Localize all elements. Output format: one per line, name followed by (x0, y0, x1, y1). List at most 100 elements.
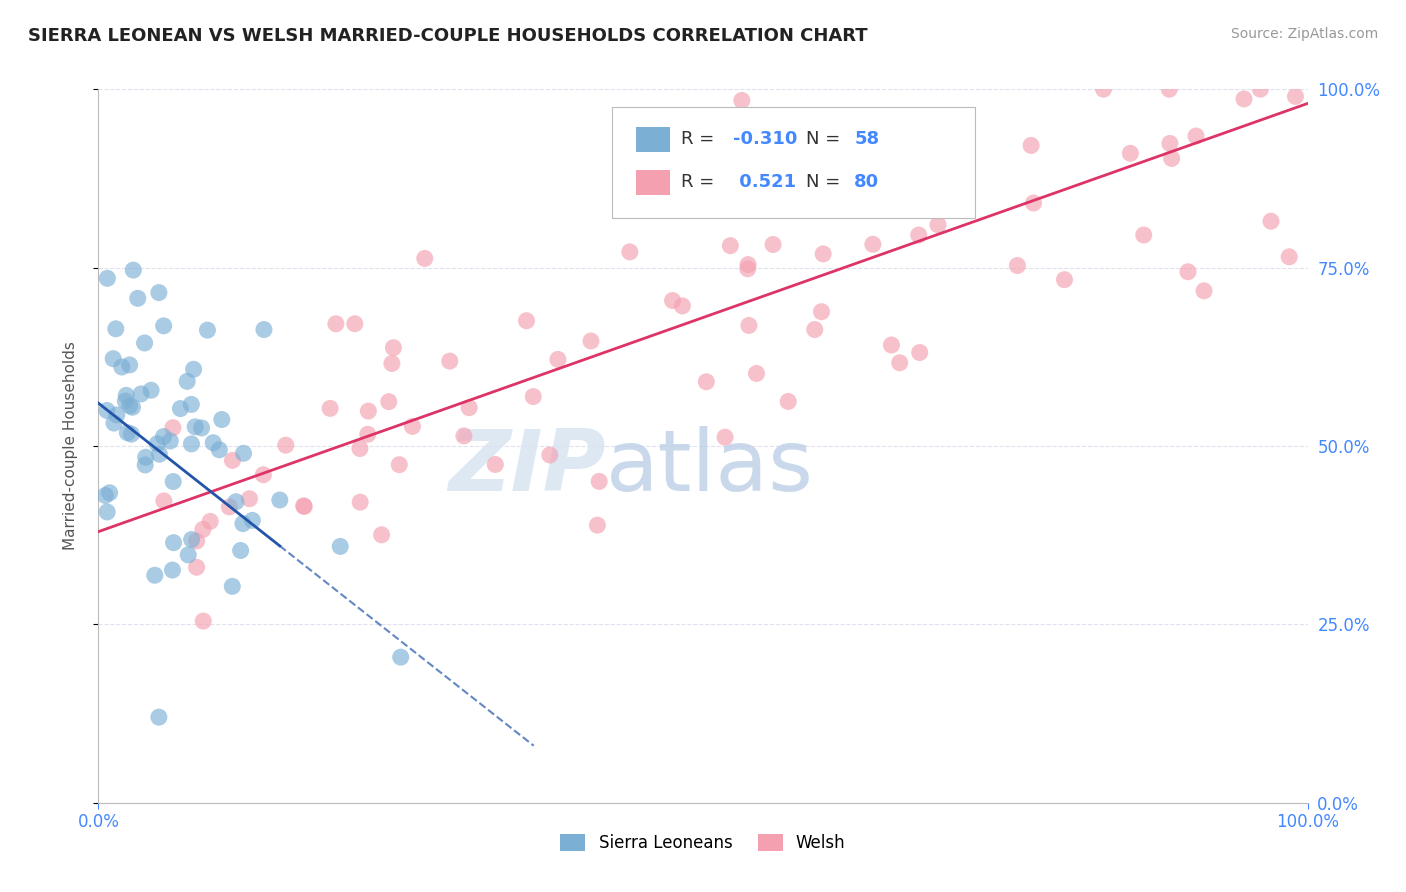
Point (349, 442, 371, 456)
Text: -0.310: -0.310 (734, 130, 797, 148)
Point (152, 429, 174, 443)
Point (98, 485, 121, 500)
Point (1278, 250, 1301, 264)
Point (538, 448, 561, 462)
Point (101, 351, 124, 366)
Text: N =: N = (806, 173, 846, 191)
Point (96, 403, 118, 417)
Point (1233, 92, 1256, 106)
Point (240, 513, 263, 527)
Point (619, 244, 641, 259)
Point (413, 252, 436, 266)
Text: 0.521: 0.521 (734, 173, 796, 191)
Point (401, 419, 423, 434)
Point (202, 435, 225, 450)
Point (1053, 273, 1076, 287)
Point (458, 401, 481, 415)
Point (104, 322, 127, 336)
Point (1132, 227, 1154, 242)
Point (1284, 89, 1306, 103)
Text: SIERRA LEONEAN VS WELSH MARRIED-COUPLE HOUSEHOLDS CORRELATION CHART: SIERRA LEONEAN VS WELSH MARRIED-COUPLE H… (28, 27, 868, 45)
Point (319, 401, 342, 416)
Point (162, 421, 184, 435)
FancyBboxPatch shape (637, 127, 671, 152)
Point (671, 299, 693, 313)
Text: 58: 58 (855, 130, 879, 148)
Point (714, 430, 737, 444)
Point (522, 390, 544, 404)
Point (731, 94, 754, 108)
Text: 80: 80 (855, 173, 879, 191)
Point (378, 394, 401, 409)
Point (96, 505, 118, 519)
Point (515, 314, 537, 328)
Point (221, 579, 243, 593)
Point (190, 421, 212, 435)
Point (162, 563, 184, 577)
Point (200, 515, 222, 529)
Point (1019, 138, 1042, 153)
Point (349, 495, 371, 509)
Point (856, 150, 879, 164)
Point (162, 535, 184, 549)
Point (148, 710, 170, 724)
Point (1092, 82, 1115, 96)
Point (229, 543, 252, 558)
Point (1249, 82, 1271, 96)
Point (153, 494, 176, 508)
Text: Source: ZipAtlas.com: Source: ZipAtlas.com (1230, 27, 1378, 41)
Point (114, 394, 136, 409)
Point (357, 427, 380, 442)
Point (1119, 146, 1142, 161)
Point (269, 493, 291, 508)
Point (118, 358, 141, 372)
Point (120, 427, 142, 442)
Point (738, 318, 761, 333)
Point (274, 438, 297, 452)
Point (121, 400, 143, 414)
Point (579, 334, 602, 348)
Point (191, 523, 214, 537)
Point (122, 263, 145, 277)
Point (292, 499, 315, 513)
Point (329, 540, 352, 554)
Point (177, 548, 200, 562)
Point (803, 322, 825, 336)
Point (180, 397, 202, 411)
Text: N =: N = (806, 130, 846, 148)
Point (146, 436, 169, 450)
Point (183, 362, 205, 376)
Point (218, 500, 240, 514)
Point (908, 345, 931, 359)
Point (695, 375, 717, 389)
Point (118, 399, 141, 413)
Point (148, 447, 170, 461)
Point (889, 356, 911, 370)
Point (134, 458, 156, 472)
Point (176, 375, 198, 389)
Point (880, 338, 903, 352)
Point (762, 237, 785, 252)
Point (907, 228, 929, 243)
Point (252, 467, 274, 482)
Point (103, 416, 125, 430)
Point (143, 568, 166, 582)
Point (127, 291, 149, 305)
Point (737, 258, 759, 272)
Point (169, 401, 191, 416)
Point (381, 356, 404, 370)
Point (588, 475, 610, 489)
Point (162, 475, 184, 489)
FancyBboxPatch shape (613, 107, 976, 218)
Point (661, 293, 683, 308)
Point (1159, 136, 1181, 151)
Point (357, 404, 380, 418)
Point (208, 442, 231, 457)
Point (453, 429, 475, 443)
Point (370, 528, 392, 542)
Point (135, 450, 157, 465)
Point (186, 533, 208, 548)
Point (111, 359, 134, 374)
Point (1260, 214, 1282, 228)
Point (325, 317, 347, 331)
